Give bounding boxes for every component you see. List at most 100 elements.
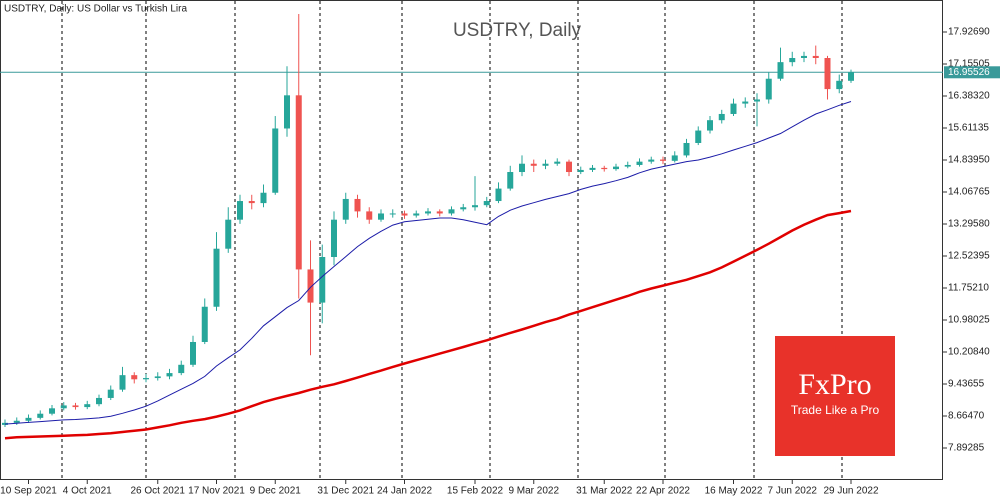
candle-body <box>60 405 67 409</box>
candle-body <box>601 167 608 170</box>
x-tick-label: 7 Jun 2022 <box>768 486 818 497</box>
candle-body <box>178 364 185 374</box>
x-tick-label: 4 Oct 2021 <box>63 486 112 497</box>
candle-body <box>613 166 619 170</box>
candle-body <box>483 201 490 206</box>
candle-body <box>695 130 702 143</box>
candle-body <box>636 161 643 165</box>
candle-body <box>777 62 784 79</box>
logo-box <box>775 336 895 456</box>
candle-body <box>107 389 114 398</box>
current-price-label: 16.95526 <box>948 67 990 78</box>
logo-tagline: Trade Like a Pro <box>791 403 880 417</box>
candle-body <box>307 269 314 303</box>
candle-body <box>84 404 91 408</box>
y-tick-label: 17.15505 <box>948 59 990 70</box>
candle-body <box>624 164 631 167</box>
candle-body <box>507 172 514 189</box>
y-tick-label: 14.83950 <box>948 155 990 166</box>
candle-body <box>237 201 243 220</box>
candle-body <box>72 405 79 408</box>
candle-body <box>754 99 760 102</box>
chart-header: USDTRY, Daily: US Dollar vs Turkish Lira <box>4 4 187 15</box>
y-tick-label: 13.29580 <box>948 219 990 230</box>
candle-body <box>190 341 196 365</box>
candle-body <box>25 417 32 421</box>
x-tick-label: 9 Dec 2021 <box>250 486 302 497</box>
y-tick-label: 16.38320 <box>948 91 990 102</box>
candle-body <box>13 420 20 423</box>
candle-body <box>378 213 384 220</box>
candle-body <box>648 159 655 162</box>
candle-body <box>566 161 572 173</box>
candle-body <box>119 375 126 390</box>
candle-body <box>660 159 666 161</box>
candle-body <box>577 169 584 173</box>
y-tick-label: 8.66470 <box>948 411 985 422</box>
candle-body <box>519 163 525 173</box>
candle-body <box>472 205 478 208</box>
moving-average <box>4 209 852 440</box>
candle-body <box>260 192 267 204</box>
candle-body <box>248 201 255 204</box>
candle-body <box>495 188 502 202</box>
candle-body <box>824 57 831 90</box>
candle-body <box>683 142 690 156</box>
x-tick-label: 15 Feb 2022 <box>447 486 504 497</box>
candle-body <box>295 95 302 270</box>
candle-body <box>589 167 596 170</box>
candle-body <box>530 163 537 166</box>
candle-body <box>272 128 279 193</box>
candle-body <box>131 375 138 380</box>
candle-body <box>331 219 337 257</box>
x-tick-label: 17 Nov 2021 <box>188 486 245 497</box>
candle-body <box>413 213 420 216</box>
candle-body <box>166 373 173 377</box>
candle-body <box>542 163 549 166</box>
y-tick-label: 17.92690 <box>948 27 990 38</box>
candle-body <box>319 256 326 303</box>
x-tick-label: 31 Dec 2021 <box>317 486 374 497</box>
candle-body <box>37 413 44 418</box>
candle-body <box>812 55 819 58</box>
candle-body <box>730 103 737 114</box>
candle-body <box>389 213 396 215</box>
candle-body <box>354 198 361 212</box>
candle-body <box>789 57 796 63</box>
candle-body <box>801 55 807 58</box>
moving-average <box>4 101 852 425</box>
candle-body <box>154 376 161 379</box>
x-tick-label: 24 Jan 2022 <box>377 486 432 497</box>
x-tick-label: 31 Mar 2022 <box>576 486 633 497</box>
candle-body <box>554 161 561 164</box>
x-tick-label: 22 Apr 2022 <box>636 486 690 497</box>
candle-body <box>765 78 772 100</box>
candle-body <box>96 397 102 405</box>
candle-body <box>848 72 854 81</box>
candle-body <box>460 207 467 210</box>
x-tick-label: 16 May 2022 <box>705 486 763 497</box>
logo-title: FxPro <box>798 368 871 401</box>
y-tick-label: 14.06765 <box>948 187 990 198</box>
candle-body <box>836 80 843 90</box>
candle-body <box>425 211 431 214</box>
candle-body <box>436 211 443 214</box>
candle-body <box>225 219 232 249</box>
y-tick-label: 9.43655 <box>948 379 985 390</box>
candle-body <box>201 306 208 342</box>
candle-body <box>401 213 408 216</box>
y-tick-label: 7.89285 <box>948 443 985 454</box>
candle-body <box>143 378 149 380</box>
candle-body <box>742 101 749 104</box>
candle-body <box>342 198 349 220</box>
chart-title: USDTRY, Daily <box>453 20 582 41</box>
candle-body <box>213 248 220 307</box>
candle-body <box>707 120 713 131</box>
x-tick-label: 26 Oct 2021 <box>131 486 186 497</box>
candle-body <box>671 155 678 161</box>
x-tick-label: 10 Sep 2021 <box>0 486 57 497</box>
y-tick-label: 12.52395 <box>948 251 990 262</box>
candle-body <box>448 209 455 214</box>
